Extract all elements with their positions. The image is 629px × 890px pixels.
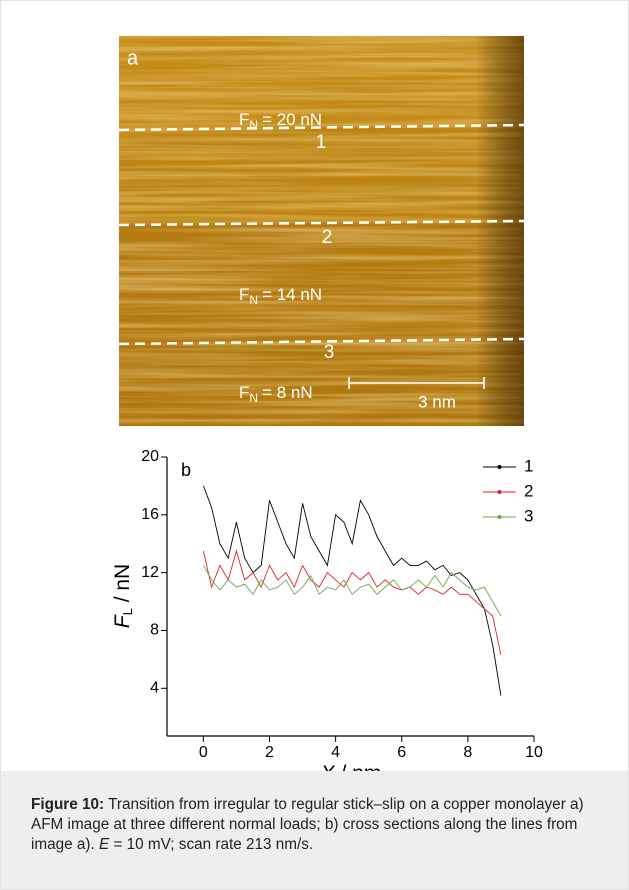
- subscript: L: [120, 608, 135, 615]
- legend-label: 1: [524, 456, 533, 475]
- y-axis-label: FL / nN: [111, 564, 136, 628]
- load-label: FN = 14 nN: [239, 285, 322, 307]
- unit: / nm: [335, 762, 382, 771]
- caption-text: = 10 mV; scan rate 213 nm/s.: [109, 836, 314, 853]
- data-line: [202, 485, 502, 696]
- panel-label: a: [127, 47, 139, 69]
- y-tick-label: 12: [141, 564, 159, 581]
- panel-label: b: [181, 460, 191, 480]
- data-line: [202, 549, 502, 656]
- load-label: FN = 8 nN: [239, 383, 313, 405]
- legend-marker: [497, 465, 502, 469]
- symbol: F: [239, 383, 249, 402]
- subscript: N: [249, 293, 258, 307]
- scale-bar-label: 3 nm: [418, 392, 456, 411]
- x-axis-label: X / nm: [320, 762, 382, 771]
- value: = 8 nN: [262, 383, 313, 402]
- unit: / nN: [111, 564, 134, 608]
- legend-marker: [497, 490, 502, 494]
- legend-label: 3: [524, 506, 533, 525]
- symbol: F: [239, 285, 249, 304]
- subscript: N: [249, 118, 258, 132]
- subscript: N: [249, 391, 258, 405]
- y-tick-label: 4: [150, 680, 159, 697]
- x-tick-label: 8: [463, 744, 472, 761]
- y-tick-label: 20: [141, 448, 159, 465]
- line-number: 2: [322, 227, 333, 248]
- symbol: X: [320, 762, 336, 771]
- value: = 14 nN: [262, 285, 322, 304]
- caption-text: Transition from irregular to regular sti…: [31, 796, 584, 853]
- x-tick-label: 6: [397, 744, 406, 761]
- legend-label: 2: [524, 481, 533, 500]
- y-tick-label: 16: [141, 506, 159, 523]
- caption-italic: E: [99, 836, 110, 853]
- x-tick-label: 0: [199, 744, 208, 761]
- line-number: 3: [324, 342, 335, 363]
- line-number: 1: [316, 132, 327, 153]
- x-tick-label: 2: [265, 744, 274, 761]
- legend-marker: [497, 515, 502, 519]
- caption-label: Figure 10:: [31, 796, 105, 813]
- afm-image: [118, 36, 525, 426]
- symbol: F: [111, 614, 134, 628]
- symbol: F: [239, 110, 249, 129]
- load-label: FN = 20 nN: [239, 110, 322, 132]
- x-tick-label: 10: [525, 744, 543, 761]
- value: = 20 nN: [262, 110, 322, 129]
- y-tick-label: 8: [150, 622, 159, 639]
- afm-labels: a FN = 20 nN FN = 14 nN FN = 8 nN 1 2 3 3 n…: [127, 47, 456, 411]
- data-line: [203, 565, 502, 617]
- x-tick-label: 4: [331, 744, 340, 761]
- figure: a FN = 20 nN FN = 14 nN FN = 8 nN 1 2 3 3 n…: [111, 36, 543, 771]
- caption: Figure 10: Transition from irregular to …: [1, 771, 628, 889]
